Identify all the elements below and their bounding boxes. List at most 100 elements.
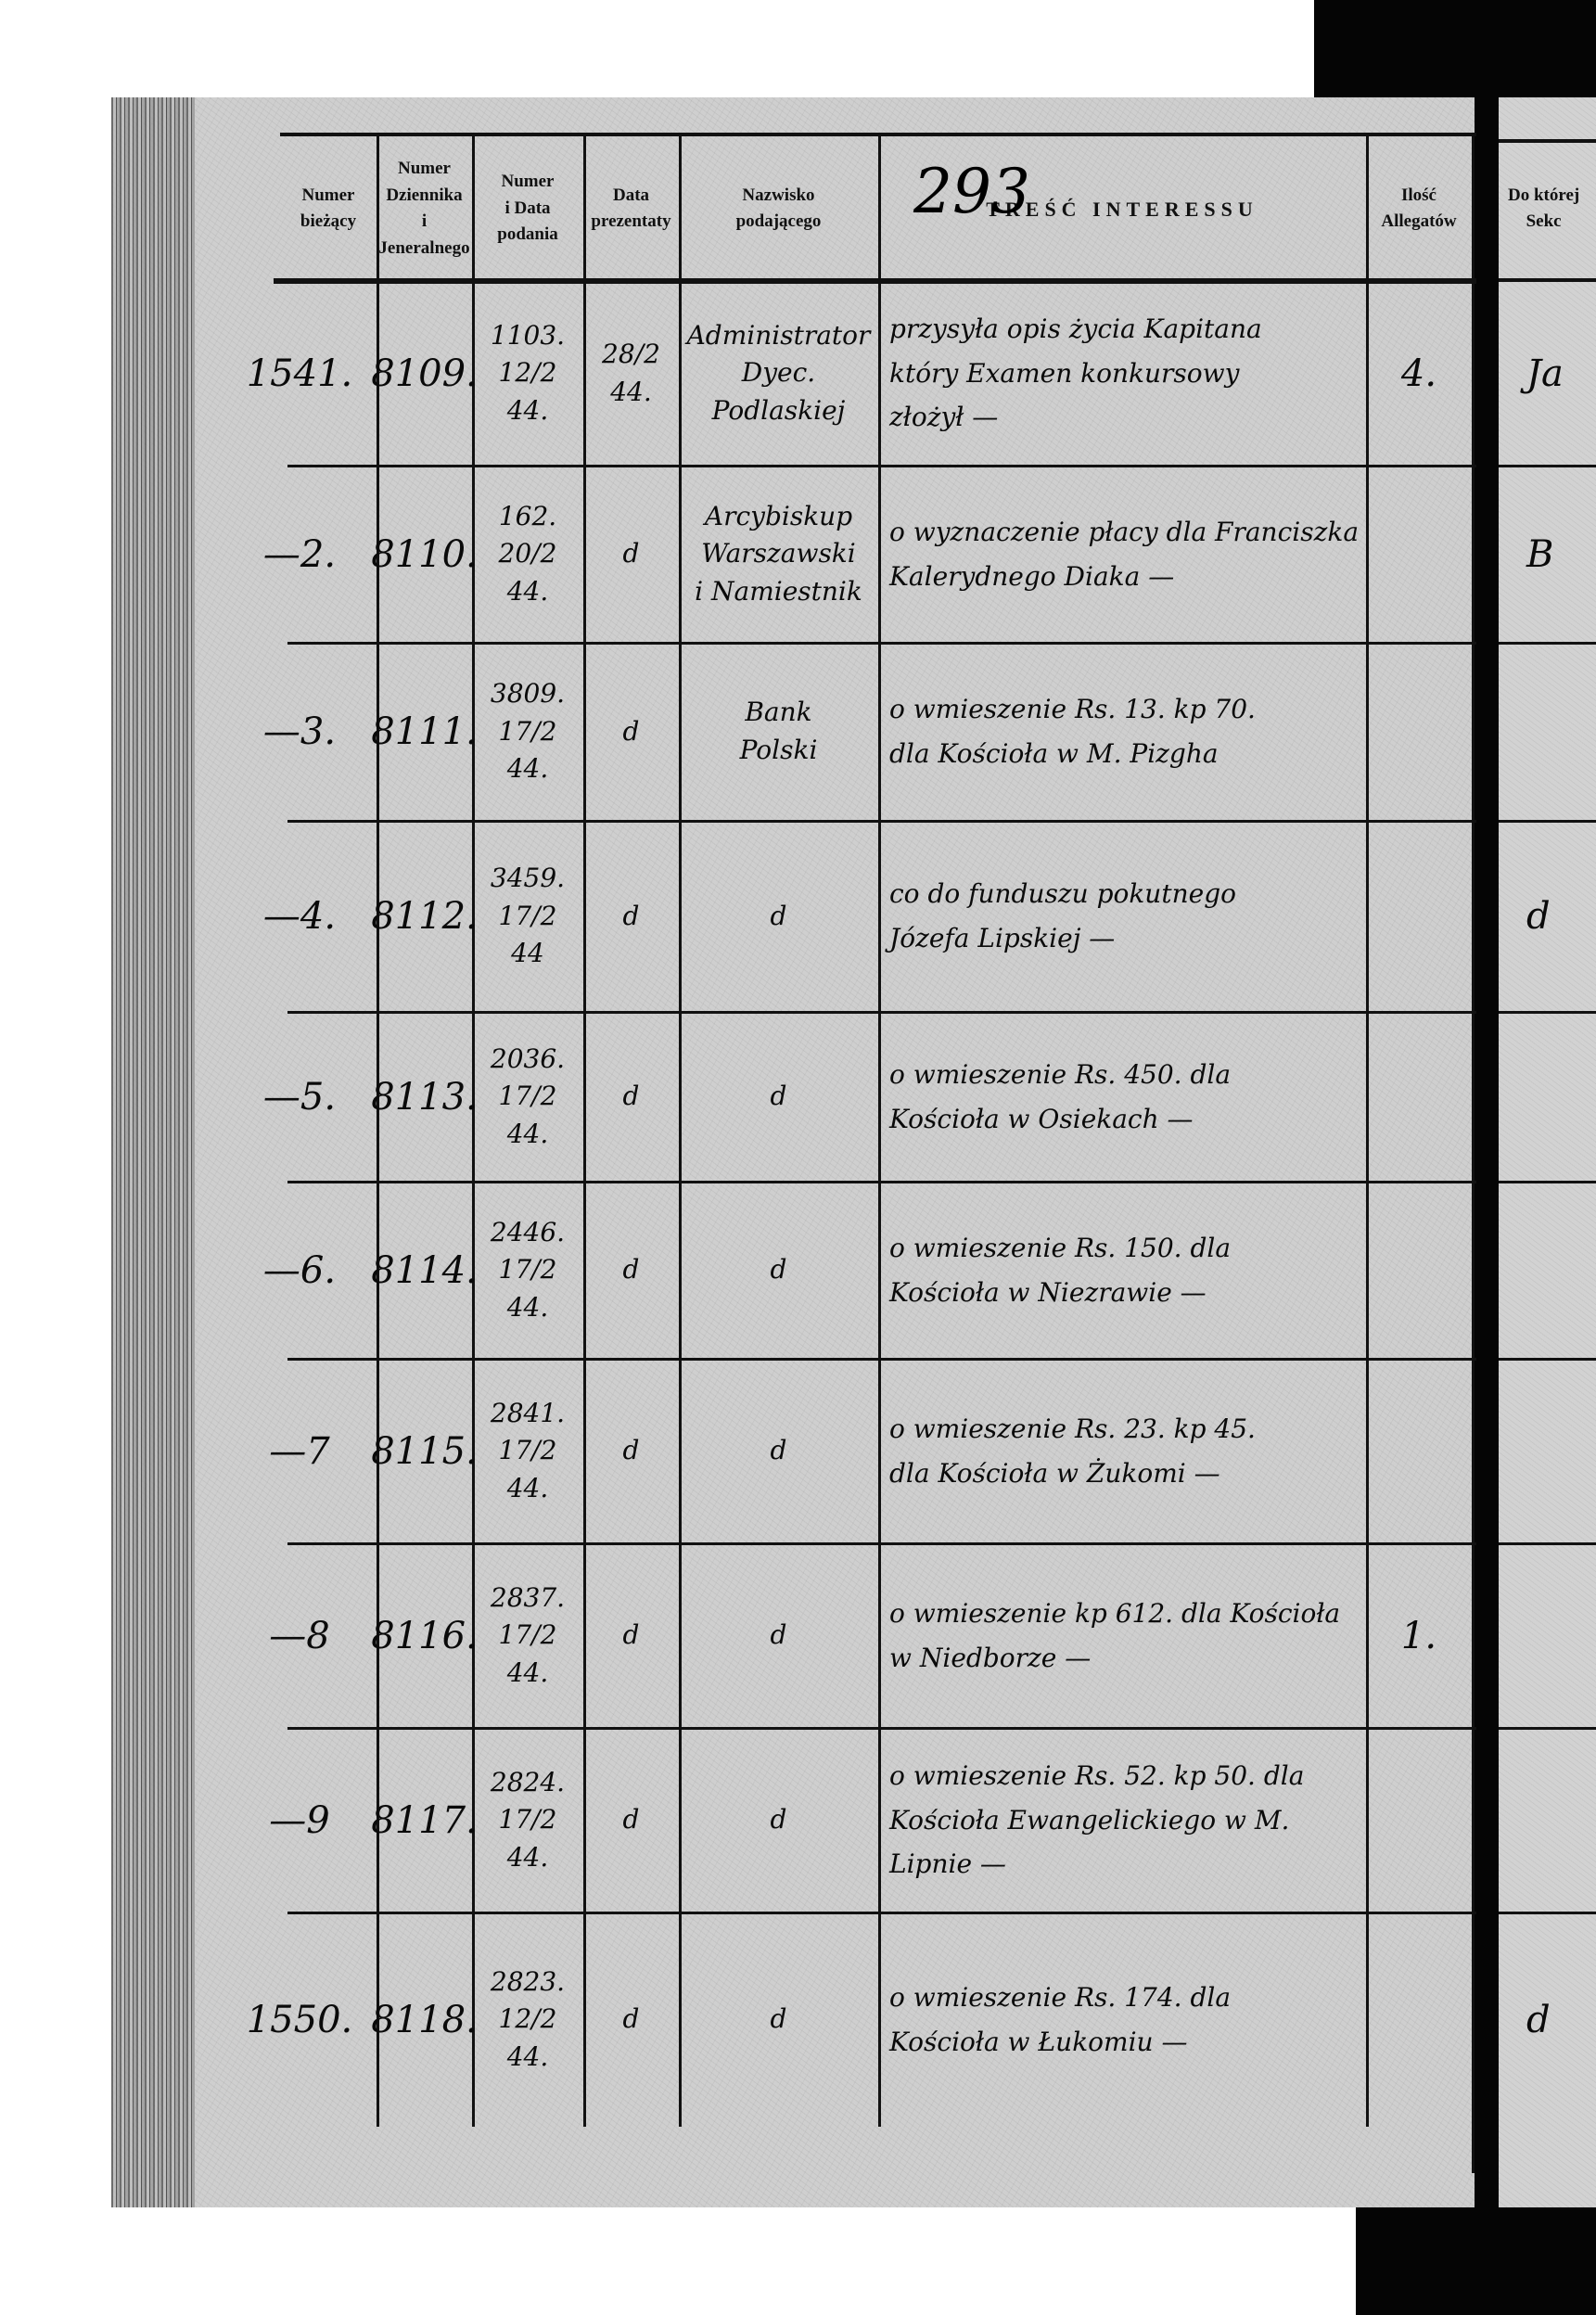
row-rule xyxy=(287,465,1476,467)
facing-page xyxy=(1499,97,1596,2207)
journal-number: 8115. xyxy=(371,1429,478,1473)
submitter-name: d xyxy=(770,1619,787,1651)
page-number: 293 xyxy=(913,156,1030,227)
row-rule xyxy=(287,1727,1476,1730)
column-header: Numer i Data podania xyxy=(497,172,558,245)
journal-number: 8113. xyxy=(371,1075,478,1119)
submitter-name: d xyxy=(770,1081,787,1112)
row-rule xyxy=(287,1912,1476,1914)
row-rule xyxy=(287,1011,1476,1014)
attachments-count xyxy=(1366,1733,1472,1908)
facing-row-rule xyxy=(1499,1181,1596,1183)
submission-number-date: 2824. 17/2 44. xyxy=(490,1766,566,1873)
presentation-date: d xyxy=(622,1081,640,1112)
row-rule xyxy=(287,1358,1476,1361)
row-number: —6. xyxy=(262,1248,337,1292)
section: d xyxy=(1526,895,1551,938)
matter-content: co do funduszu pokutnego Józefa Lipskiej… xyxy=(889,878,1236,953)
submitter-name: d xyxy=(770,2003,787,2035)
section xyxy=(1499,1186,1596,1354)
section: d xyxy=(1526,1998,1551,2041)
section xyxy=(1499,647,1596,816)
matter-content: o wmieszenie Rs. 13. kp 70. dla Kościoła… xyxy=(889,694,1256,769)
submission-number-date: 2837. 17/2 44. xyxy=(490,1581,566,1688)
facing-header-bottom-rule xyxy=(1499,278,1596,282)
presentation-date: 28/2 44. xyxy=(602,338,660,407)
submission-number-date: 2446. 17/2 44. xyxy=(490,1216,566,1323)
page-gutter xyxy=(1475,97,1499,2207)
row-number: —2. xyxy=(262,532,337,576)
matter-content: o wmieszenie Rs. 174. dla Kościoła w Łuk… xyxy=(889,1981,1232,2057)
submission-number-date: 2036. 17/2 44. xyxy=(490,1042,566,1149)
facing-row-rule xyxy=(1499,642,1596,645)
journal-number: 8110. xyxy=(371,532,478,576)
column-rule xyxy=(583,133,586,2127)
row-rule xyxy=(287,1542,1476,1545)
scan-border-bottom-right xyxy=(1356,2207,1596,2315)
header-bottom-rule xyxy=(274,278,1476,284)
facing-row-rule xyxy=(1499,1727,1596,1730)
section xyxy=(1499,1548,1596,1723)
row-number: —9 xyxy=(269,1798,330,1842)
presentation-date: d xyxy=(622,2003,640,2035)
column-header: TREŚĆ INTERESSU xyxy=(986,197,1258,221)
attachments-count xyxy=(1366,1917,1472,2122)
row-number: 1541. xyxy=(246,352,353,395)
submitter-name: Arcybiskup Warszawski i Namiestnik xyxy=(695,500,862,607)
presentation-date: d xyxy=(622,715,640,747)
submission-number-date: 162. 20/2 44. xyxy=(498,500,557,607)
row-rule xyxy=(287,642,1476,645)
facing-row-rule xyxy=(1499,820,1596,823)
attachments-count xyxy=(1366,1017,1472,1177)
column-header: Data prezentaty xyxy=(591,185,671,232)
attachments-count xyxy=(1366,647,1472,816)
submitter-name: d xyxy=(770,1435,787,1466)
presentation-date: d xyxy=(622,1619,640,1651)
row-rule xyxy=(287,1181,1476,1183)
submitter-name: d xyxy=(770,1254,787,1285)
presentation-date: d xyxy=(622,1804,640,1835)
journal-number: 8109. xyxy=(371,352,478,395)
facing-row-rule xyxy=(1499,1542,1596,1545)
journal-number: 8118. xyxy=(371,1998,478,2041)
matter-content: przysyła opis życia Kapitana który Exame… xyxy=(889,313,1262,433)
attachments-count xyxy=(1366,1186,1472,1354)
matter-content: o wmieszenie Rs. 150. dla Kościoła w Nie… xyxy=(889,1232,1232,1308)
column-header: Numer bieżący xyxy=(300,185,357,232)
journal-number: 8114. xyxy=(371,1248,478,1292)
submission-number-date: 3459. 17/2 44 xyxy=(490,863,566,969)
page-right-rule xyxy=(1472,133,1475,2173)
scan-border-top-right xyxy=(1314,0,1596,102)
attachments-count xyxy=(1366,825,1472,1007)
row-number: —4. xyxy=(262,895,337,938)
register-page xyxy=(111,97,1476,2207)
section xyxy=(1499,1363,1596,1539)
journal-number: 8111. xyxy=(371,710,478,753)
submission-number-date: 2841. 17/2 44. xyxy=(490,1397,566,1503)
column-rule xyxy=(377,133,379,2127)
submitter-name: d xyxy=(770,900,787,931)
matter-content: o wmieszenie kp 612. dla Kościoła w Nied… xyxy=(889,1597,1341,1673)
matter-content: o wmieszenie Rs. 52. kp 50. dla Kościoła… xyxy=(889,1760,1305,1880)
facing-row-rule xyxy=(1499,1912,1596,1914)
row-rule xyxy=(287,820,1476,823)
attachments-count xyxy=(1366,1363,1472,1539)
presentation-date: d xyxy=(622,1254,640,1285)
attachments-count: 1. xyxy=(1400,1614,1437,1657)
journal-number: 8112. xyxy=(371,895,478,938)
attachments-count: 4. xyxy=(1400,352,1437,395)
submitter-name: Bank Polski xyxy=(739,697,818,765)
column-header: Do której Sekc xyxy=(1508,185,1580,232)
row-number: —8 xyxy=(269,1614,330,1657)
presentation-date: d xyxy=(622,538,640,569)
submitter-name: Administrator Dyec. Podlaskiej xyxy=(686,319,871,426)
column-header: Ilość Allegatów xyxy=(1381,185,1457,232)
column-header: Nazwisko podającego xyxy=(735,185,822,232)
submission-number-date: 1103. 12/2 44. xyxy=(490,319,566,426)
presentation-date: d xyxy=(622,900,640,931)
section: Ja xyxy=(1526,352,1564,395)
section xyxy=(1499,1733,1596,1908)
row-number: 1550. xyxy=(246,1998,353,2041)
section: B xyxy=(1526,532,1554,576)
row-number: —3. xyxy=(262,710,337,753)
